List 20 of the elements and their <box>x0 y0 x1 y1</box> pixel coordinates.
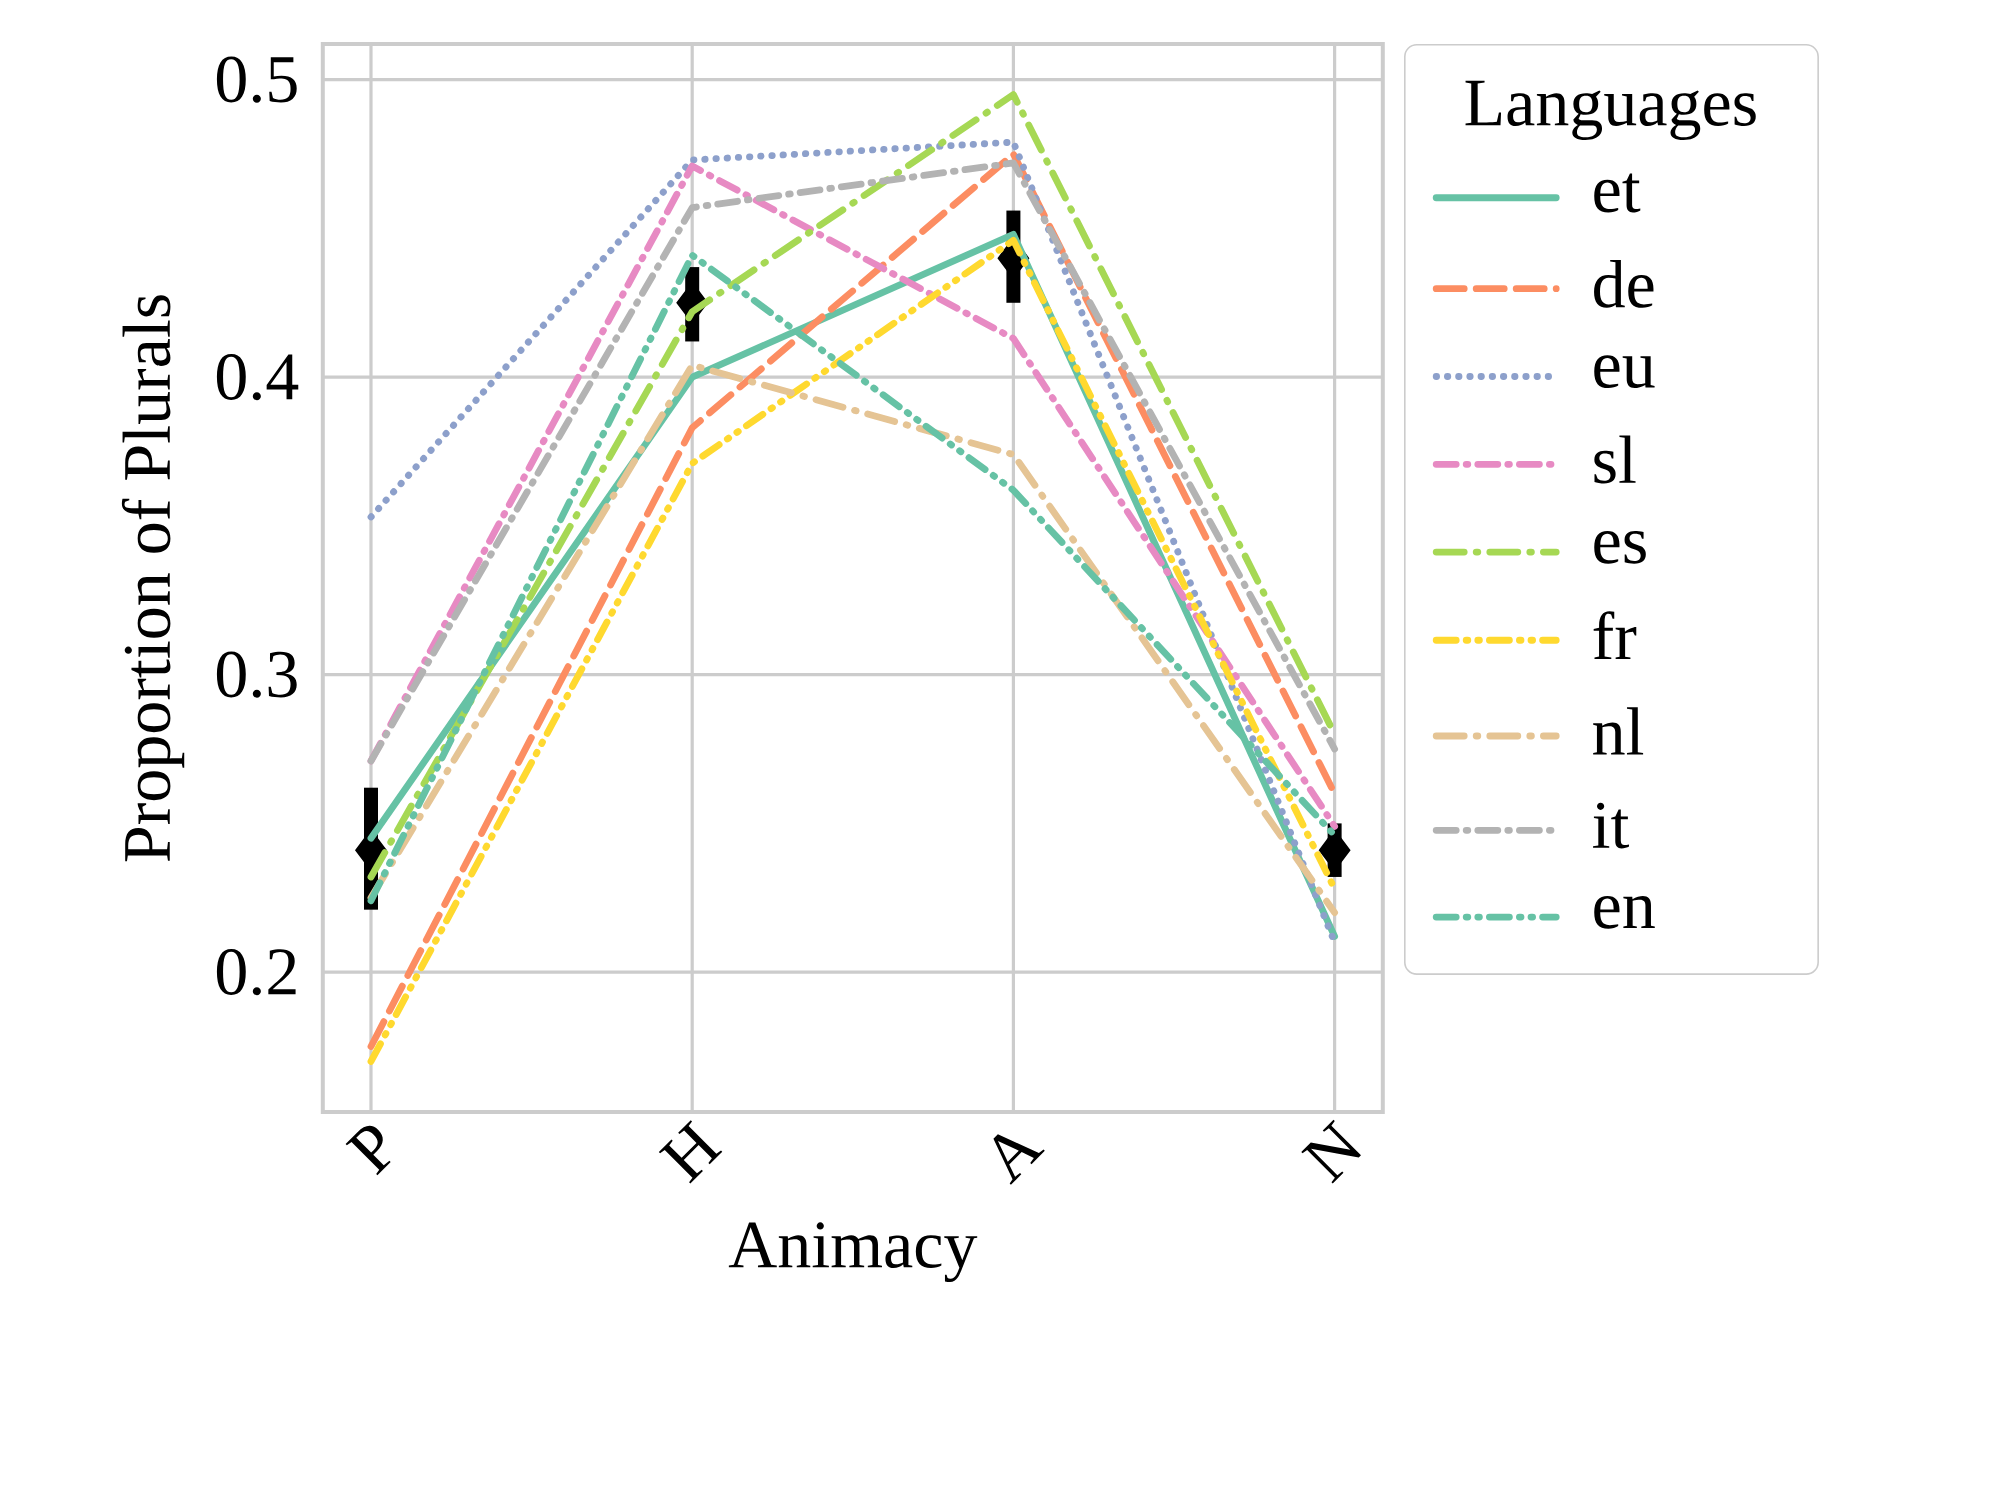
y-axis-title: Proportion of Plurals <box>121 295 185 862</box>
x-tick-label: H <box>658 1120 723 1184</box>
legend-label: fr <box>1593 611 1637 660</box>
y-tick-label: 0.5 <box>216 56 297 103</box>
legend-title: Languages <box>1465 80 1756 140</box>
x-tick-label: N <box>1301 1119 1361 1184</box>
legend-label: et <box>1594 173 1641 213</box>
legend-label: eu <box>1594 355 1655 389</box>
x-tick-label: P <box>345 1125 391 1176</box>
y-tick-label: 0.4 <box>216 354 299 401</box>
x-axis-title: Animacy <box>728 1222 978 1283</box>
legend-label: nl <box>1593 707 1644 755</box>
legend-label: en <box>1594 895 1655 929</box>
y-tick-label: 0.2 <box>216 949 296 996</box>
legend-label: sl <box>1594 435 1636 484</box>
legend-label: es <box>1594 530 1646 564</box>
x-tick-label: A <box>993 1134 1045 1185</box>
legend-label: de <box>1594 260 1654 308</box>
y-tick-label: 0.3 <box>216 651 297 698</box>
legend-label: it <box>1593 802 1630 849</box>
